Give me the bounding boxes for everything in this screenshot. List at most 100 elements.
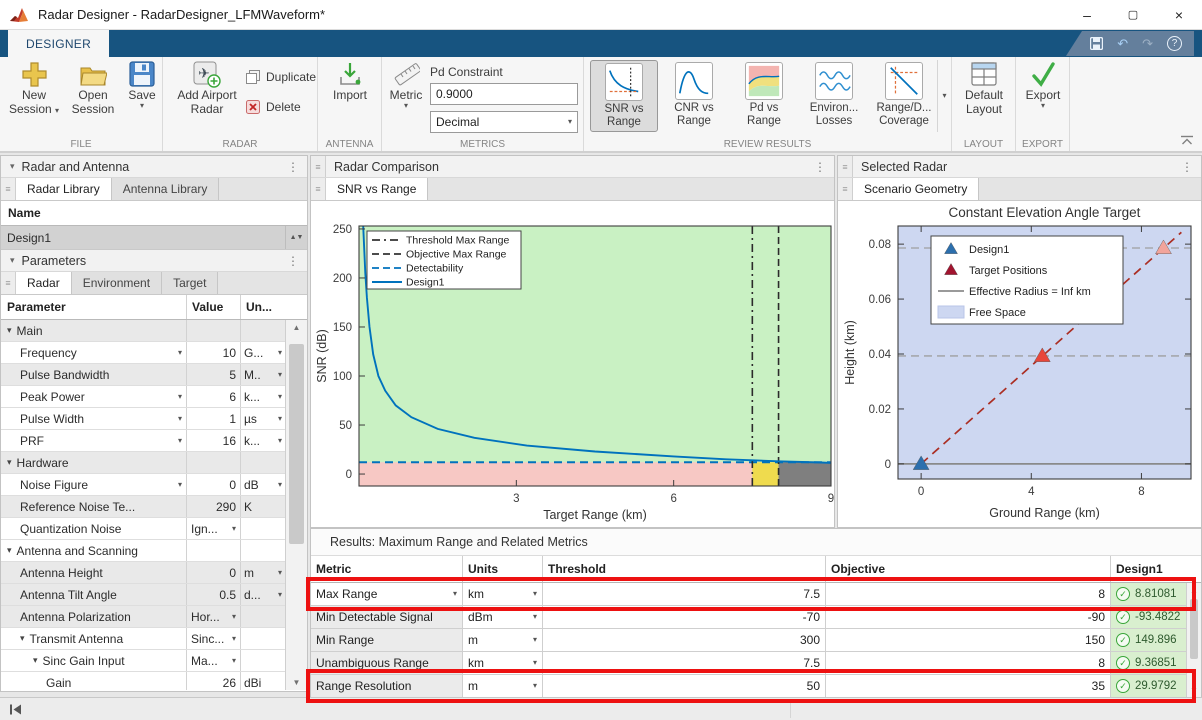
row-spinner[interactable]: ▲▼: [285, 226, 307, 249]
scroll-up-icon[interactable]: ▲: [286, 323, 307, 332]
radar-antenna-panel-header[interactable]: ▾ Radar and Antenna ⋮: [1, 156, 307, 178]
minimize-button[interactable]: –: [1064, 0, 1110, 30]
param-value-cell[interactable]: 0: [187, 474, 241, 495]
objective-cell[interactable]: 150: [826, 629, 1111, 651]
scroll-down-icon[interactable]: ▼: [1187, 686, 1201, 695]
chevron-down-icon[interactable]: ▾: [178, 481, 182, 489]
maximize-button[interactable]: ▢: [1110, 0, 1156, 30]
threshold-cell[interactable]: 50: [543, 675, 826, 697]
export-button[interactable]: Export ▾: [1020, 61, 1066, 110]
gallery-item-snr-vsrange[interactable]: SNR vsRange: [590, 60, 658, 132]
units-cell[interactable]: km▾: [463, 652, 543, 674]
scrollbar-thumb[interactable]: [1190, 599, 1198, 659]
scroll-up-icon[interactable]: ▲: [1187, 586, 1201, 595]
param-unit-cell[interactable]: d...▾: [241, 584, 285, 605]
chevron-down-icon[interactable]: ▾: [232, 657, 236, 665]
param-value-cell[interactable]: 26: [187, 672, 241, 690]
design-row[interactable]: Design1 ▲▼: [1, 226, 307, 250]
tab-environment-params[interactable]: Environment: [72, 272, 162, 294]
param-row-gain[interactable]: Gain26dBi: [1, 672, 285, 690]
chevron-down-icon[interactable]: ▾: [278, 349, 282, 357]
param-value-cell[interactable]: Sinc...▾: [187, 628, 241, 649]
param-value-cell[interactable]: Ign...▾: [187, 518, 241, 539]
threshold-cell[interactable]: 7.5: [543, 652, 826, 674]
selected-radar-header[interactable]: ≡ Selected Radar ⋮: [838, 156, 1201, 178]
param-row-transmit-antenna[interactable]: ▾Transmit AntennaSinc...▾: [1, 628, 285, 650]
panel-menu-icon[interactable]: ⋮: [814, 160, 826, 174]
drag-grip-icon[interactable]: ≡: [1, 272, 16, 294]
chevron-down-icon[interactable]: ▾: [533, 613, 537, 621]
tab-designer[interactable]: DESIGNER: [8, 30, 109, 57]
units-cell[interactable]: dBm▾: [463, 606, 543, 628]
param-value-cell[interactable]: 6: [187, 386, 241, 407]
drag-grip-icon[interactable]: ≡: [1, 178, 16, 200]
metric-button[interactable]: Metric ▾: [386, 61, 426, 110]
objective-cell[interactable]: -90: [826, 606, 1111, 628]
chevron-down-icon[interactable]: ▾: [178, 349, 182, 357]
tab-antenna-library[interactable]: Antenna Library: [112, 178, 220, 200]
chevron-down-icon[interactable]: ▾: [232, 635, 236, 643]
chevron-down-icon[interactable]: ▾: [278, 415, 282, 423]
gallery-item-range-d-coverage[interactable]: Range/D...Coverage: [870, 60, 938, 132]
param-value-cell[interactable]: [187, 540, 241, 561]
metric-cell[interactable]: Max Range▾: [311, 583, 463, 605]
gallery-item-environ-losses[interactable]: Environ...Losses: [800, 60, 868, 132]
panel-menu-icon[interactable]: ⋮: [287, 160, 299, 174]
chevron-down-icon[interactable]: ▾: [278, 591, 282, 599]
results-row-range-resolution[interactable]: Range Resolutionm▾5035✓29.9792: [311, 675, 1186, 698]
metric-cell[interactable]: Range Resolution: [311, 675, 463, 697]
chevron-down-icon[interactable]: ▾: [278, 569, 282, 577]
param-row-hardware[interactable]: ▾Hardware: [1, 452, 285, 474]
results-scrollbar[interactable]: ▲ ▼: [1186, 583, 1201, 698]
param-value-cell[interactable]: 16: [187, 430, 241, 451]
objective-cell[interactable]: 35: [826, 675, 1111, 697]
gallery-item-pd-vsrange[interactable]: Pd vsRange: [730, 60, 798, 132]
tab-radar-library[interactable]: Radar Library: [16, 178, 112, 200]
chevron-down-icon[interactable]: ▾: [533, 682, 537, 690]
param-row-pulse-width[interactable]: Pulse Width▾1µs▾: [1, 408, 285, 430]
param-row-frequency[interactable]: Frequency▾10G...▾: [1, 342, 285, 364]
group-collapse-icon[interactable]: ▾: [7, 325, 12, 336]
import-button[interactable]: Import: [326, 61, 374, 102]
param-unit-cell[interactable]: k...▾: [241, 386, 285, 407]
chevron-down-icon[interactable]: ▾: [533, 590, 537, 598]
chevron-down-icon[interactable]: ▾: [178, 393, 182, 401]
objective-cell[interactable]: 8: [826, 583, 1111, 605]
param-row-reference-noise-te-[interactable]: Reference Noise Te...290K: [1, 496, 285, 518]
drag-grip-icon[interactable]: ≡: [838, 156, 853, 177]
gallery-item-cnr-vsrange[interactable]: CNR vsRange: [660, 60, 728, 132]
param-row-antenna-and-scanning[interactable]: ▾Antenna and Scanning: [1, 540, 285, 562]
param-value-cell[interactable]: 0: [187, 562, 241, 583]
param-value-cell[interactable]: Ma...▾: [187, 650, 241, 671]
threshold-cell[interactable]: 300: [543, 629, 826, 651]
scroll-down-icon[interactable]: ▼: [286, 678, 307, 687]
group-collapse-icon[interactable]: ▾: [20, 633, 25, 644]
default-layout-button[interactable]: Default Layout: [956, 61, 1012, 116]
gallery-expand-button[interactable]: ▾: [937, 60, 951, 132]
param-row-pulse-bandwidth[interactable]: Pulse Bandwidth5M..▾: [1, 364, 285, 386]
tab-radar-params[interactable]: Radar: [16, 272, 72, 294]
param-row-sinc-gain-input[interactable]: ▾Sinc Gain InputMa...▾: [1, 650, 285, 672]
delete-button[interactable]: Delete: [245, 99, 309, 115]
chevron-down-icon[interactable]: ▾: [453, 590, 457, 598]
param-value-cell[interactable]: 290: [187, 496, 241, 517]
param-row-main[interactable]: ▾Main: [1, 320, 285, 342]
param-unit-cell[interactable]: dB▾: [241, 474, 285, 495]
metric-cell[interactable]: Min Detectable Signal: [311, 606, 463, 628]
chevron-down-icon[interactable]: ▾: [232, 525, 236, 533]
param-unit-cell[interactable]: k...▾: [241, 430, 285, 451]
panel-menu-icon[interactable]: ⋮: [1181, 160, 1193, 174]
param-value-cell[interactable]: 0.5: [187, 584, 241, 605]
duplicate-button[interactable]: Duplicate: [245, 69, 317, 85]
parameters-panel-header[interactable]: ▾ Parameters ⋮: [1, 250, 307, 272]
radar-comparison-header[interactable]: ≡ Radar Comparison ⋮: [311, 156, 834, 178]
param-unit-cell[interactable]: G...▾: [241, 342, 285, 363]
param-value-cell[interactable]: 5: [187, 364, 241, 385]
scrollbar-thumb[interactable]: [289, 344, 304, 544]
param-row-prf[interactable]: PRF▾16k...▾: [1, 430, 285, 452]
param-unit-cell[interactable]: m▾: [241, 562, 285, 583]
param-unit-cell[interactable]: µs▾: [241, 408, 285, 429]
param-row-antenna-height[interactable]: Antenna Height0m▾: [1, 562, 285, 584]
chevron-down-icon[interactable]: ▾: [533, 636, 537, 644]
threshold-cell[interactable]: 7.5: [543, 583, 826, 605]
